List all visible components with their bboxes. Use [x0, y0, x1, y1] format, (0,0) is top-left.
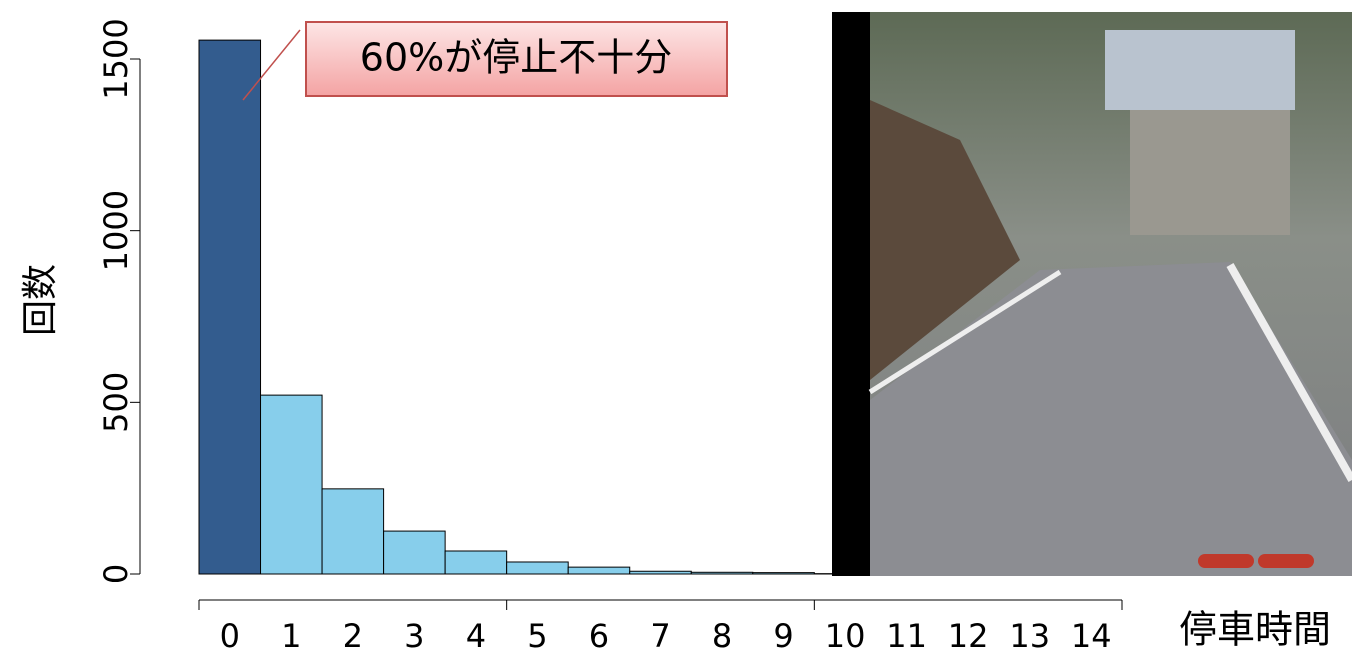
x-tick-label: 7: [650, 617, 670, 655]
bar: [567, 566, 631, 575]
y-tick-label: 1000: [97, 190, 135, 271]
x-tick-label: 3: [404, 617, 424, 655]
bar: [383, 530, 446, 575]
y-tick-label: 500: [97, 372, 135, 433]
x-tick-label: 0: [220, 617, 240, 655]
x-tick-label: 9: [773, 617, 793, 655]
x-tick-label: 2: [343, 617, 363, 655]
photo: [832, 12, 1352, 576]
annotation-pointer: [242, 29, 301, 101]
x-axis-label: 停車時間: [1179, 608, 1331, 652]
bar: [444, 550, 508, 575]
y-tick-label: 0: [97, 564, 135, 584]
bar: [690, 571, 754, 575]
bar: [506, 561, 569, 575]
x-tick-label: 14: [1071, 617, 1112, 655]
bar: [629, 570, 692, 575]
annotation-box: [305, 21, 728, 97]
x-tick-label: 6: [589, 617, 609, 655]
bar: [321, 488, 385, 575]
x-tick-label: 13: [1009, 617, 1050, 655]
bar: [260, 394, 323, 575]
x-tick-label: 11: [886, 617, 927, 655]
y-axis-label: 回数: [20, 264, 61, 336]
x-tick-label: 1: [281, 617, 301, 655]
y-tick-label: 1500: [97, 18, 135, 99]
x-tick-label: 12: [948, 617, 989, 655]
x-tick-label: 4: [466, 617, 486, 655]
x-tick-label: 8: [712, 617, 732, 655]
bar: [198, 39, 262, 575]
bar: [752, 572, 815, 575]
x-tick-label: 5: [527, 617, 547, 655]
annotation: 60%が停止不十分: [360, 36, 672, 80]
x-tick-label: 10: [825, 617, 866, 655]
